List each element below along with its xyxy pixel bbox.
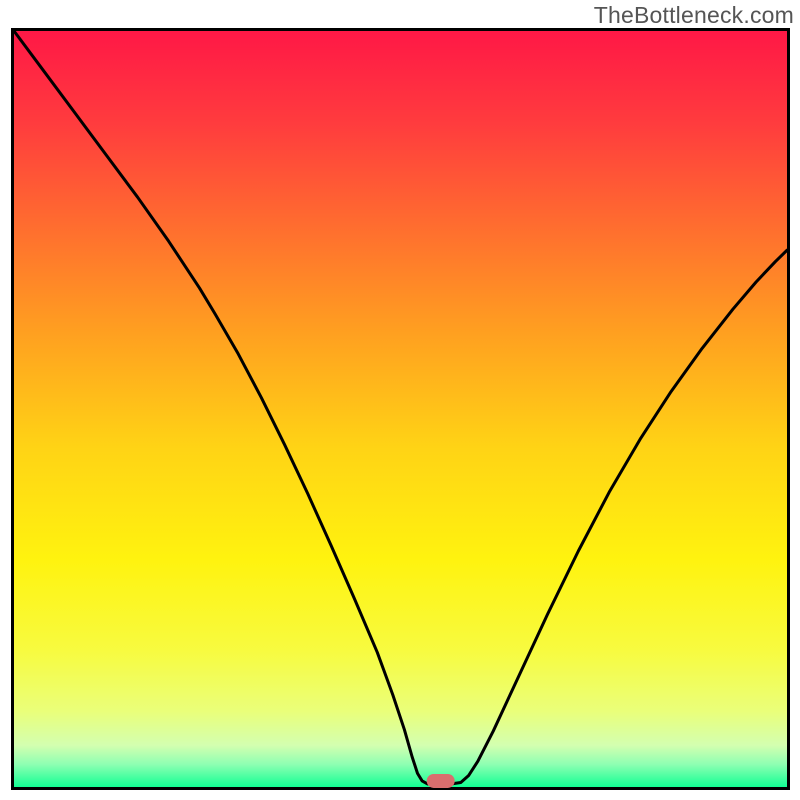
watermark-label: TheBottleneck.com	[594, 2, 794, 29]
plot-border	[11, 28, 790, 790]
chart-container: TheBottleneck.com	[0, 0, 800, 800]
